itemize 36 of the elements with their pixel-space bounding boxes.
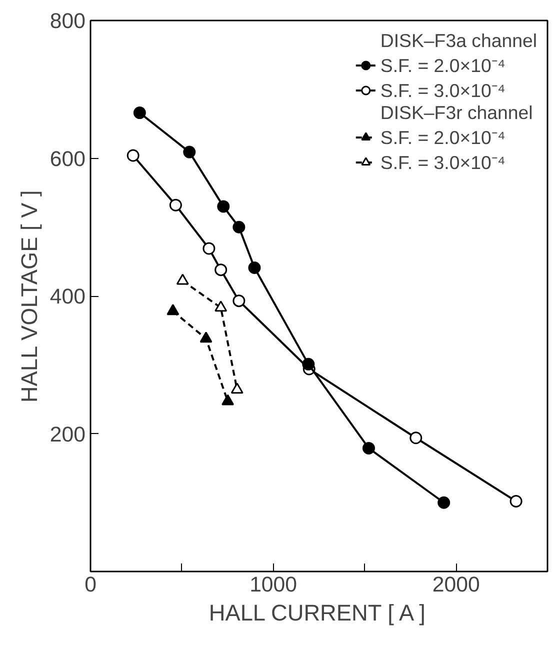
point <box>232 220 246 234</box>
point <box>438 496 450 509</box>
point <box>510 495 522 508</box>
point <box>410 432 422 444</box>
point <box>217 200 230 213</box>
y-tick-label: 800 <box>50 9 86 33</box>
legend-label: S.F. = 2.0×10⁻⁴ <box>380 126 506 149</box>
point <box>214 264 228 276</box>
x-axis-title: HALL CURRENT [ A ] <box>208 600 426 626</box>
point <box>166 304 180 316</box>
point <box>176 274 189 285</box>
annotation: DISK–F3r channel <box>380 102 533 124</box>
y-tick-label: 600 <box>50 146 86 171</box>
legend-label: S.F. = 2.0×10⁻⁴ <box>380 54 506 77</box>
y-tick-label: 200 <box>50 422 86 446</box>
point <box>302 358 315 370</box>
x-tick-label: 1000 <box>250 572 298 596</box>
annotation: DISK–F3a channel <box>380 30 537 52</box>
x-tick-label: 2000 <box>432 572 480 596</box>
point <box>248 262 261 274</box>
point <box>222 394 234 406</box>
point <box>126 149 140 162</box>
x-tick-label: 0 <box>84 572 97 596</box>
point <box>133 106 146 120</box>
y-tick-label: 400 <box>50 284 86 308</box>
point <box>202 242 216 255</box>
legend-label: S.F. = 3.0×10⁻⁴ <box>380 151 506 174</box>
point <box>200 332 212 343</box>
point <box>232 294 246 308</box>
point <box>230 382 244 394</box>
legend-label: S.F. = 3.0×10⁻⁴ <box>380 79 506 102</box>
point <box>169 198 182 212</box>
point <box>362 442 375 454</box>
point <box>214 300 228 312</box>
point <box>183 146 196 158</box>
y-axis-title: HALL VOLTAGE [ V ] <box>16 190 42 403</box>
